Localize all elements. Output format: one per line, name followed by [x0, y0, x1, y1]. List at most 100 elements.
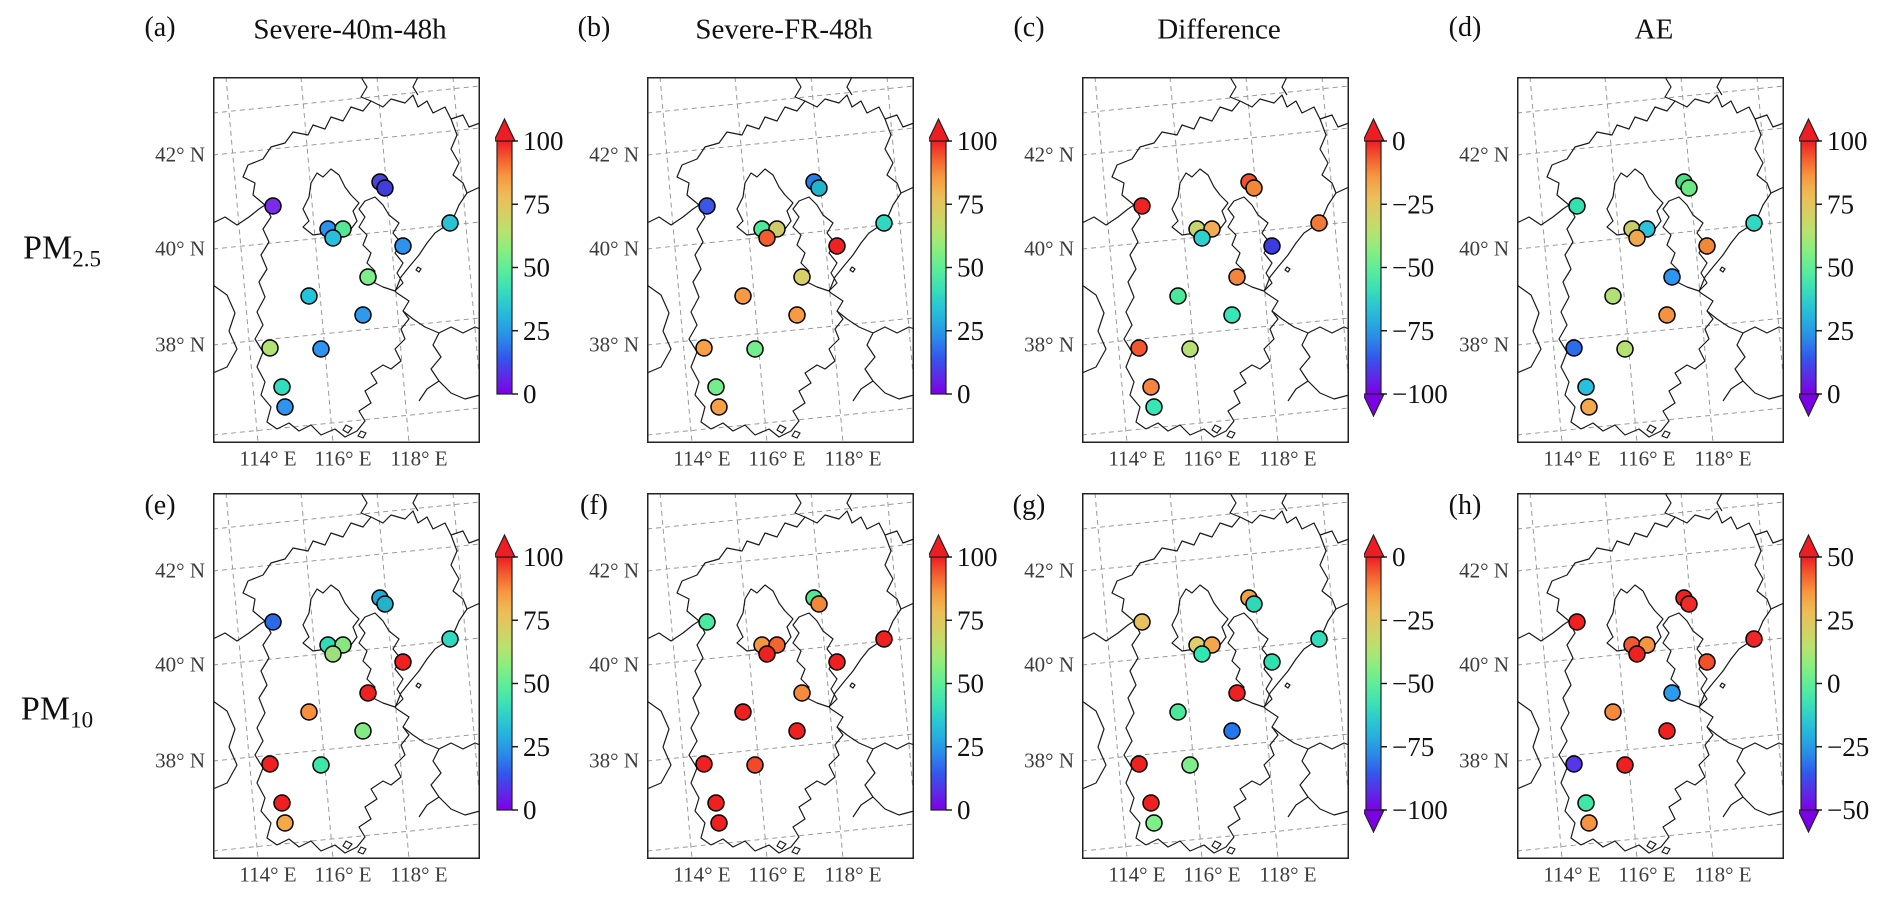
lat-label-d: 38° N	[1459, 332, 1509, 357]
province-boundary	[1299, 748, 1349, 816]
lat-label-b: 40° N	[589, 236, 639, 261]
province-boundary	[1226, 430, 1236, 439]
province-boundary	[360, 493, 372, 518]
province-boundary	[430, 332, 480, 400]
colorbar-tick-label: 0	[1827, 669, 1841, 699]
colorbar-arrow-top	[929, 117, 950, 142]
graticule-meridian	[810, 77, 844, 443]
station-dot-7	[1310, 214, 1328, 232]
province-boundary	[450, 118, 468, 194]
province-boundary	[1281, 493, 1288, 512]
province-boundary	[1646, 840, 1657, 850]
province-boundary	[360, 77, 372, 102]
map-svg-a	[213, 77, 480, 443]
row-label-pm25: PM2.5	[23, 230, 101, 273]
province-boundary	[1719, 682, 1726, 689]
graticule-meridian	[300, 77, 334, 443]
province-boundary	[1517, 204, 1570, 226]
province-boundary	[1716, 77, 1723, 96]
province-boundary	[1662, 612, 1708, 708]
station-dot-7	[1745, 630, 1763, 648]
province-boundary	[1111, 510, 1349, 622]
colorbar-tick-label: 0	[1392, 126, 1406, 156]
lon-label-g: 118° E	[1259, 862, 1317, 887]
province-boundary	[1558, 620, 1582, 846]
station-dot-8	[1698, 237, 1716, 255]
province-boundary	[302, 584, 360, 652]
province-boundary	[1082, 204, 1135, 226]
panel-letter-c: (c)	[1013, 12, 1045, 43]
station-dot-6	[324, 229, 342, 247]
province-boundary	[1517, 700, 1542, 790]
province-boundary	[358, 612, 404, 708]
graticule-meridian	[1094, 493, 1128, 859]
map-svg-e	[213, 493, 480, 859]
graticule-meridian	[1529, 77, 1563, 443]
province-boundary	[864, 332, 914, 400]
colorbar-tick-label: 50	[523, 669, 550, 699]
station-dot-2	[1245, 179, 1263, 197]
graticule-meridian	[1094, 77, 1128, 443]
province-boundary	[846, 493, 853, 512]
station-dot-15	[276, 398, 294, 416]
station-dot-3	[264, 613, 282, 631]
map-area-d	[1517, 77, 1784, 443]
colorbar-tick-label: 25	[957, 732, 984, 762]
lon-label-e: 118° E	[390, 862, 448, 887]
station-dot-13	[1616, 340, 1634, 358]
row-label-pm10-sub: 10	[70, 707, 94, 733]
map-border	[1517, 493, 1784, 859]
station-dot-14	[1577, 794, 1595, 812]
colorbar-tick-label: −25	[1392, 189, 1434, 219]
colorbar-tick-label: −75	[1392, 316, 1434, 346]
lat-label-a: 38° N	[155, 332, 205, 357]
graticule-meridian	[1245, 77, 1279, 443]
province-boundary	[688, 204, 712, 430]
colorbar-tick-label: 50	[1827, 542, 1854, 572]
colorbar-g: 0 −25 −50 −75 −100	[1364, 533, 1448, 834]
station-dot-12	[1130, 339, 1148, 357]
row-label-pm10: PM10	[21, 691, 93, 734]
colorbar-d: 100 75 50 25 0	[1799, 117, 1868, 418]
colorbar-gradient-bar	[1800, 556, 1817, 811]
colorbar-tick-label: −50	[1827, 795, 1869, 825]
station-dot-2	[376, 179, 394, 197]
colorbar-area-b: 100 75 50 25 0	[929, 105, 1019, 435]
colorbar-area-g: 0 −25 −50 −75 −100	[1364, 521, 1454, 851]
province-boundary	[676, 94, 914, 206]
lat-label-c: 40° N	[1024, 236, 1074, 261]
province-boundary	[1281, 77, 1288, 96]
station-dot-3	[698, 613, 716, 631]
station-dot-10	[300, 287, 318, 305]
panel-letter-f: (f)	[580, 490, 608, 521]
colorbar-arrow-top	[929, 533, 950, 558]
province-boundary	[1546, 94, 1784, 206]
station-dot-8	[1263, 237, 1281, 255]
map-border	[213, 493, 480, 859]
province-boundary	[792, 612, 838, 708]
map-area-g	[1082, 493, 1349, 859]
column-title-ae: AE	[1634, 13, 1674, 46]
province-boundary	[710, 310, 844, 438]
station-dot-11	[788, 722, 806, 740]
province-boundary	[357, 430, 367, 439]
colorbar-tick-label: −25	[1392, 605, 1434, 635]
province-boundary	[415, 266, 422, 273]
station-dot-14	[1142, 378, 1160, 396]
province-boundary	[357, 846, 367, 855]
station-dot-7	[875, 630, 893, 648]
station-dot-15	[276, 814, 294, 832]
province-boundary	[1111, 94, 1349, 206]
station-dot-14	[707, 378, 725, 396]
station-dot-13	[746, 756, 764, 774]
station-dot-6	[758, 645, 776, 663]
station-dot-7	[441, 630, 459, 648]
province-boundary	[1082, 620, 1135, 642]
colorbar-area-f: 100 75 50 25 0	[929, 521, 1019, 851]
station-dot-8	[1698, 653, 1716, 671]
station-dot-8	[1263, 653, 1281, 671]
panel-letter-g: (g)	[1012, 490, 1046, 521]
colorbar-arrow-top	[495, 117, 516, 142]
colorbar-a: 100 75 50 25 0	[495, 117, 564, 409]
province-boundary	[430, 748, 480, 816]
